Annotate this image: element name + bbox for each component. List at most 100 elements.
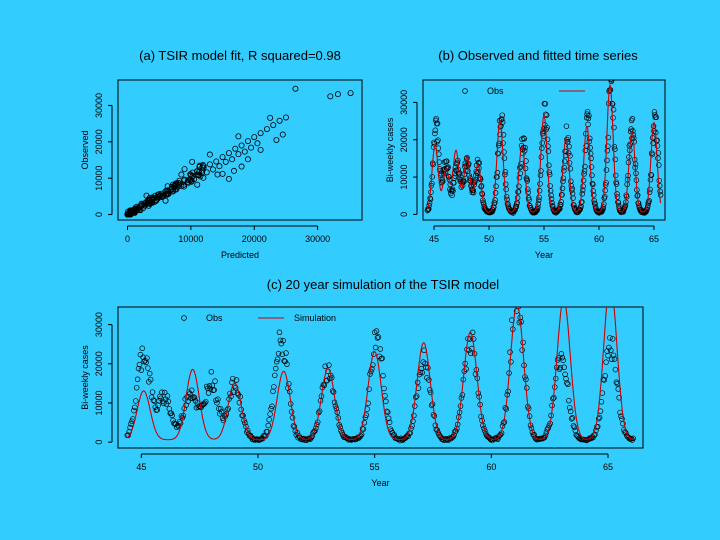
data-point bbox=[604, 157, 610, 164]
data-point bbox=[432, 130, 438, 137]
data-point bbox=[161, 389, 168, 396]
y-tick-label-a: 0 bbox=[94, 212, 104, 217]
data-point bbox=[132, 206, 139, 213]
data-point bbox=[303, 437, 310, 444]
data-point bbox=[217, 406, 224, 412]
legend-b: Obs bbox=[462, 86, 585, 96]
data-point bbox=[139, 345, 146, 352]
data-point bbox=[214, 171, 221, 178]
data-point bbox=[608, 80, 614, 82]
data-point bbox=[584, 108, 591, 115]
data-point bbox=[144, 355, 150, 361]
data-point bbox=[188, 387, 195, 394]
data-point bbox=[567, 153, 573, 159]
data-point bbox=[605, 134, 611, 141]
data-point bbox=[432, 422, 439, 429]
data-point bbox=[492, 197, 498, 203]
data-point bbox=[496, 433, 502, 440]
data-point bbox=[535, 204, 541, 210]
data-point bbox=[185, 177, 192, 184]
data-point bbox=[578, 199, 585, 206]
data-point bbox=[567, 165, 574, 172]
data-point bbox=[422, 360, 428, 367]
data-point bbox=[445, 164, 451, 170]
data-point bbox=[236, 399, 243, 406]
data-point bbox=[566, 397, 572, 404]
data-point bbox=[494, 174, 500, 180]
data-point bbox=[565, 381, 571, 388]
data-point bbox=[610, 115, 616, 121]
data-point bbox=[149, 389, 156, 395]
data-point bbox=[612, 172, 619, 179]
data-point bbox=[265, 422, 272, 429]
data-point bbox=[648, 172, 655, 178]
y-tick-label-a: 20000 bbox=[94, 129, 104, 154]
data-point bbox=[627, 128, 634, 135]
data-point bbox=[419, 369, 426, 376]
data-point bbox=[566, 143, 572, 150]
data-point bbox=[420, 359, 426, 365]
data-point bbox=[581, 171, 587, 177]
data-point bbox=[557, 202, 564, 208]
data-point bbox=[601, 193, 608, 200]
data-point bbox=[427, 196, 434, 202]
data-point bbox=[248, 144, 255, 151]
data-point bbox=[519, 347, 525, 353]
data-point bbox=[590, 192, 597, 198]
data-point bbox=[225, 175, 232, 182]
data-point bbox=[568, 182, 575, 189]
data-point bbox=[206, 383, 213, 389]
legend-marker-obs bbox=[181, 315, 187, 321]
data-point bbox=[229, 156, 236, 163]
data-point bbox=[557, 364, 564, 371]
data-point bbox=[612, 156, 619, 163]
data-point bbox=[520, 339, 526, 346]
data-point bbox=[270, 122, 277, 129]
data-point bbox=[538, 168, 544, 174]
data-point bbox=[150, 397, 157, 403]
y-tick-label-b: 10000 bbox=[399, 165, 409, 190]
x-tick-label-b: 60 bbox=[594, 234, 604, 244]
data-point bbox=[132, 404, 138, 411]
data-point bbox=[524, 385, 530, 391]
data-point bbox=[126, 211, 133, 218]
data-point bbox=[605, 352, 611, 359]
y-tick-label-a: 10000 bbox=[94, 166, 104, 191]
data-point bbox=[272, 365, 279, 372]
x-tick-label-b: 45 bbox=[429, 234, 439, 244]
data-point bbox=[432, 127, 439, 134]
data-point bbox=[199, 164, 206, 171]
data-point bbox=[277, 337, 284, 344]
data-point bbox=[199, 162, 206, 169]
plot-frame-b bbox=[422, 79, 666, 221]
data-point bbox=[582, 147, 589, 154]
data-point bbox=[558, 199, 564, 205]
data-point bbox=[573, 432, 580, 438]
data-point bbox=[561, 164, 567, 171]
data-point bbox=[568, 178, 574, 185]
data-point bbox=[232, 145, 239, 152]
data-point bbox=[274, 356, 281, 362]
data-point bbox=[187, 177, 194, 184]
data-point bbox=[516, 174, 523, 181]
data-point bbox=[524, 178, 531, 184]
data-point bbox=[141, 202, 148, 209]
data-point bbox=[146, 370, 153, 377]
data-point bbox=[202, 398, 209, 405]
data-point bbox=[164, 393, 171, 399]
data-point bbox=[163, 190, 170, 197]
data-point bbox=[500, 140, 506, 146]
data-point bbox=[536, 187, 543, 194]
data-point bbox=[169, 412, 175, 419]
panel-a: (a) TSIR model fit, R squared=0.98 0 10000… bbox=[80, 48, 363, 260]
data-point bbox=[524, 186, 531, 193]
y-tick-label-c: 0 bbox=[94, 440, 104, 445]
data-point bbox=[586, 112, 592, 119]
data-point bbox=[381, 385, 387, 392]
legend-label: Simulation bbox=[294, 313, 336, 323]
data-point bbox=[377, 346, 384, 352]
data-point bbox=[484, 433, 491, 440]
data-point bbox=[561, 158, 568, 165]
data-point bbox=[601, 201, 607, 207]
